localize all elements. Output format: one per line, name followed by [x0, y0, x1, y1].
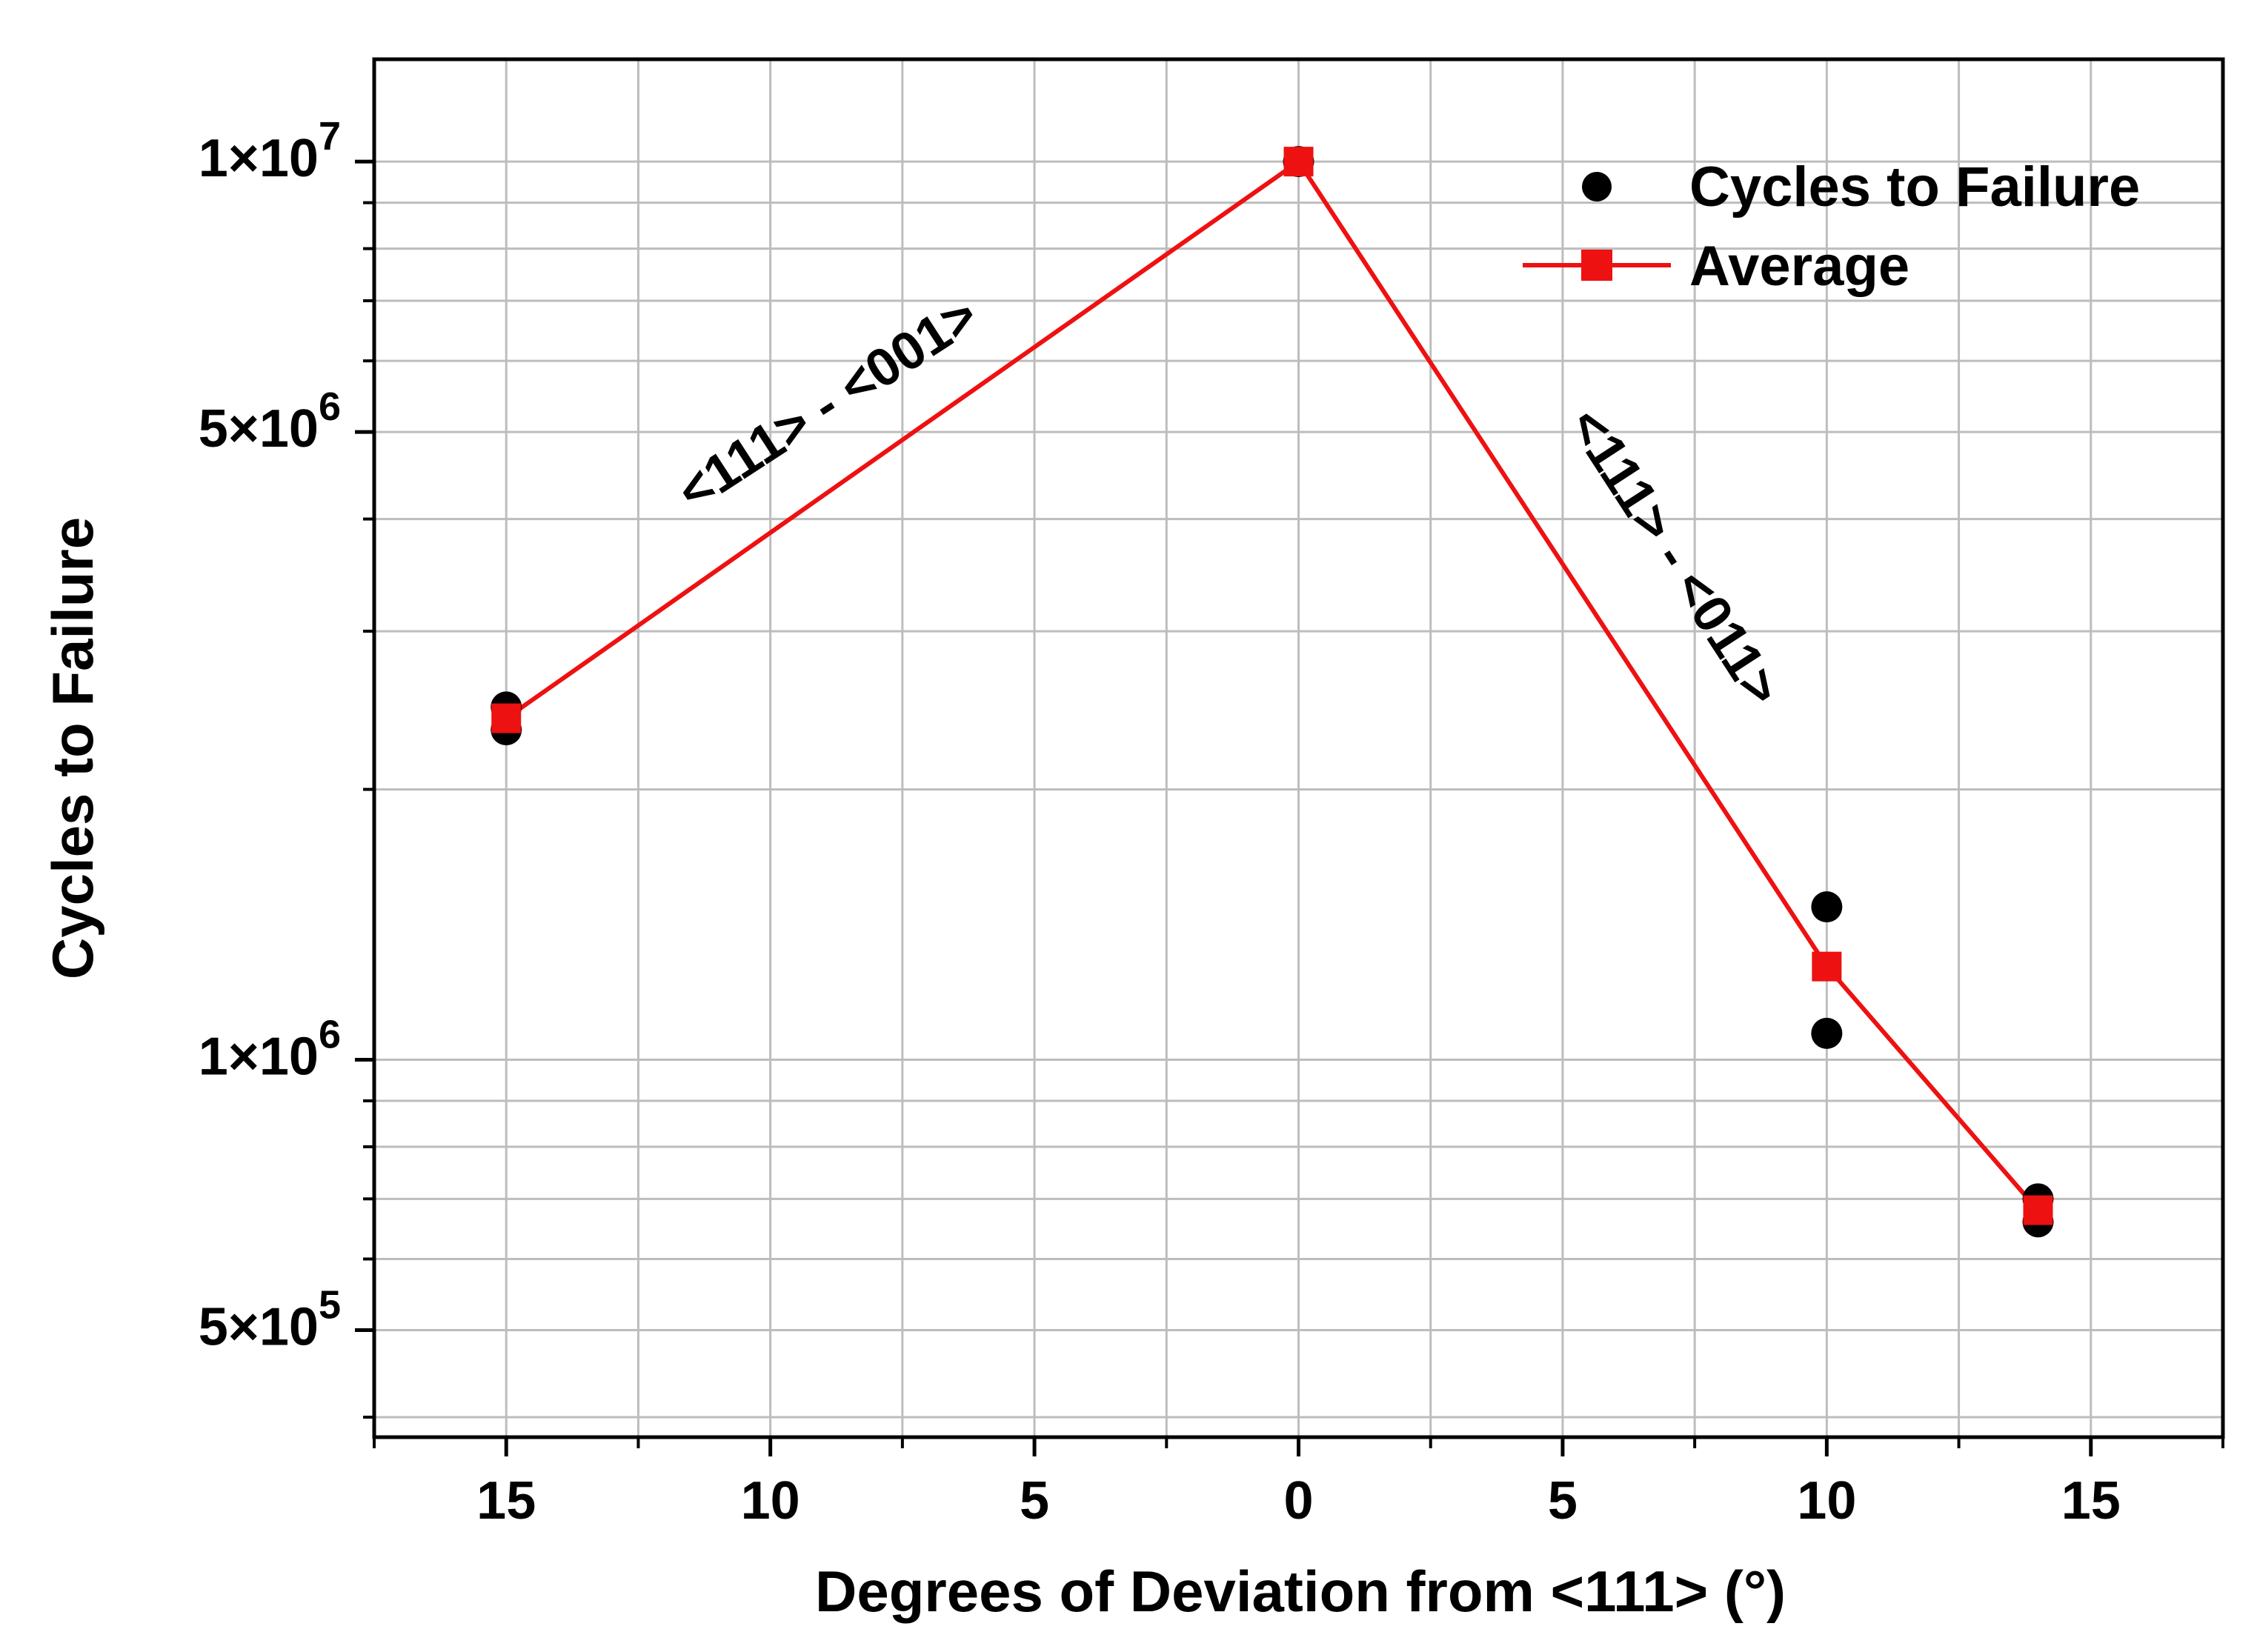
legend-marker-average	[1581, 250, 1612, 281]
annotation-111-011: <111> - <011>	[1557, 398, 1792, 716]
legend-label-average: Average	[1689, 235, 1909, 298]
average-point	[1283, 147, 1314, 177]
y-tick-exponent: 7	[319, 114, 341, 159]
legend-marker-cycles	[1582, 172, 1612, 201]
y-tick-exponent: 5	[319, 1282, 341, 1327]
average-line	[505, 159, 2040, 1212]
x-tick-label: 15	[476, 1471, 536, 1531]
x-tick-label: 5	[1548, 1471, 1578, 1531]
cycles-to-failure-point	[1811, 1017, 1843, 1049]
y-tick-label: 5×106	[199, 384, 341, 459]
average-point	[2023, 1195, 2053, 1225]
y-tick-mantissa: 1×10	[199, 1027, 319, 1087]
y-tick-mantissa: 5×10	[199, 1297, 319, 1356]
legend-label-cycles: Cycles to Failure	[1689, 156, 2140, 219]
average-point	[1812, 951, 1842, 982]
cycles-to-failure-point	[1811, 891, 1843, 923]
y-tick-exponent: 6	[319, 384, 341, 429]
annotation-111-001: <111> - <001>	[667, 285, 988, 522]
y-axis-title: Cycles to Failure	[40, 517, 105, 979]
x-tick-label: 15	[2061, 1471, 2121, 1531]
x-tick-label: 10	[1797, 1471, 1856, 1531]
x-tick-label: 5	[1020, 1471, 1049, 1531]
legend: Cycles to Failure Average	[1523, 156, 2140, 298]
y-tick-label: 1×106	[199, 1013, 341, 1087]
y-tick-exponent: 6	[319, 1013, 341, 1057]
x-tick-label: 0	[1283, 1471, 1313, 1531]
x-axis-title: Degrees of Deviation from <111> (°)	[815, 1559, 1786, 1624]
x-tick-label: 10	[741, 1471, 800, 1531]
plot-area-frame	[372, 57, 2225, 1439]
y-tick-mantissa: 1×10	[199, 129, 319, 188]
y-tick-label: 5×105	[199, 1282, 341, 1356]
grid-layer	[374, 59, 2223, 1437]
average-point	[491, 703, 522, 733]
y-tick-mantissa: 5×10	[199, 399, 319, 459]
data-layer	[491, 146, 2054, 1238]
y-tick-label: 1×107	[199, 114, 341, 188]
